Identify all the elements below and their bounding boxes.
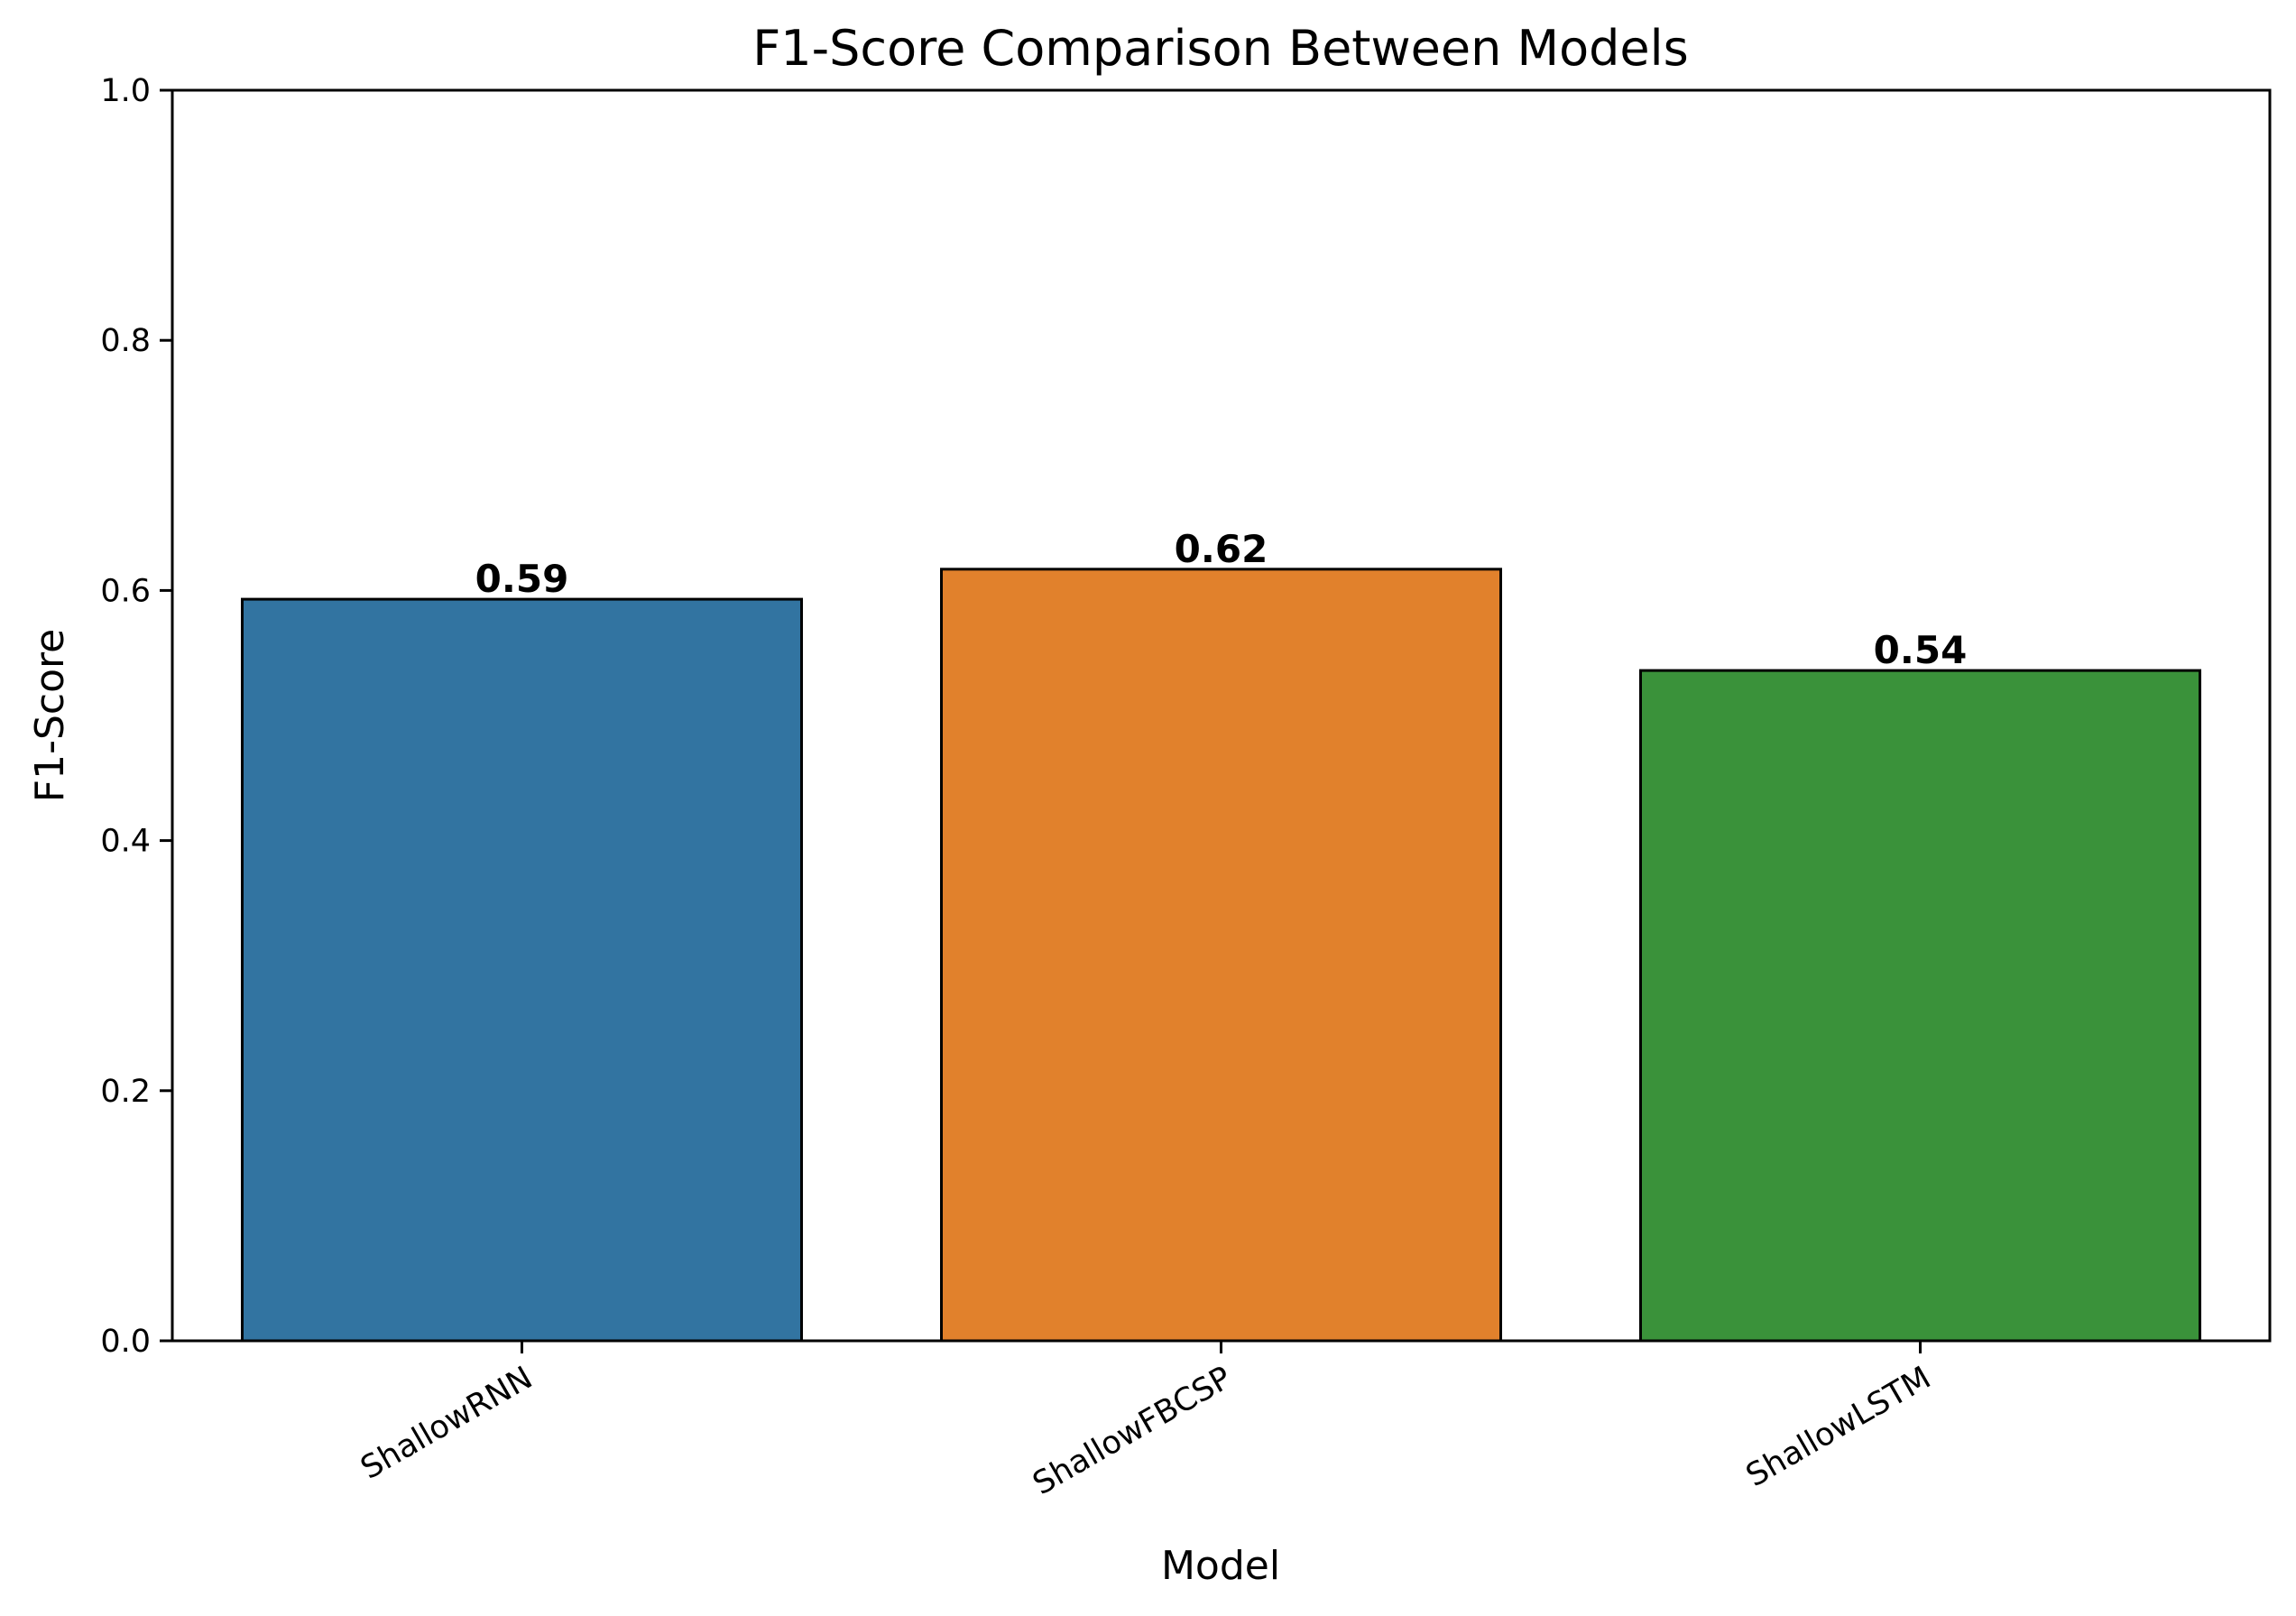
y-tick-label: 1.0 [100, 73, 151, 109]
chart-title: F1-Score Comparison Between Models [752, 20, 1689, 77]
plot-frame [171, 88, 2272, 1343]
bar-shallowfbcsp [940, 568, 1502, 1343]
x-axis-label: Model [1161, 1543, 1280, 1589]
x-tick-label-shallowrnn: ShallowRNN [355, 1360, 539, 1487]
data-label-shallowrnn: 0.59 [475, 557, 569, 601]
bar-shallowlstm [1639, 669, 2201, 1343]
data-label-shallowfbcsp: 0.62 [1175, 527, 1268, 571]
x-axis: ShallowRNN ShallowFBCSP ShallowLSTM [355, 1341, 1937, 1502]
bars-layer: 0.59 0.62 0.54 [241, 527, 2201, 1343]
y-tick-label: 0.0 [100, 1324, 151, 1360]
bar-shallowrnn [241, 597, 803, 1343]
x-tick-label-shallowfbcsp: ShallowFBCSP [1027, 1360, 1238, 1502]
y-tick-label: 0.8 [100, 323, 151, 359]
y-tick-label: 0.6 [100, 573, 151, 609]
x-tick-label-shallowlstm: ShallowLSTM [1740, 1360, 1937, 1494]
y-tick-label: 0.4 [100, 824, 151, 860]
data-label-shallowlstm: 0.54 [1874, 628, 1968, 672]
y-tick-label: 0.2 [100, 1074, 151, 1110]
y-axis: 0.0 0.2 0.4 0.6 0.8 1.0 [100, 73, 172, 1360]
y-axis-label: F1-Score [27, 629, 73, 802]
